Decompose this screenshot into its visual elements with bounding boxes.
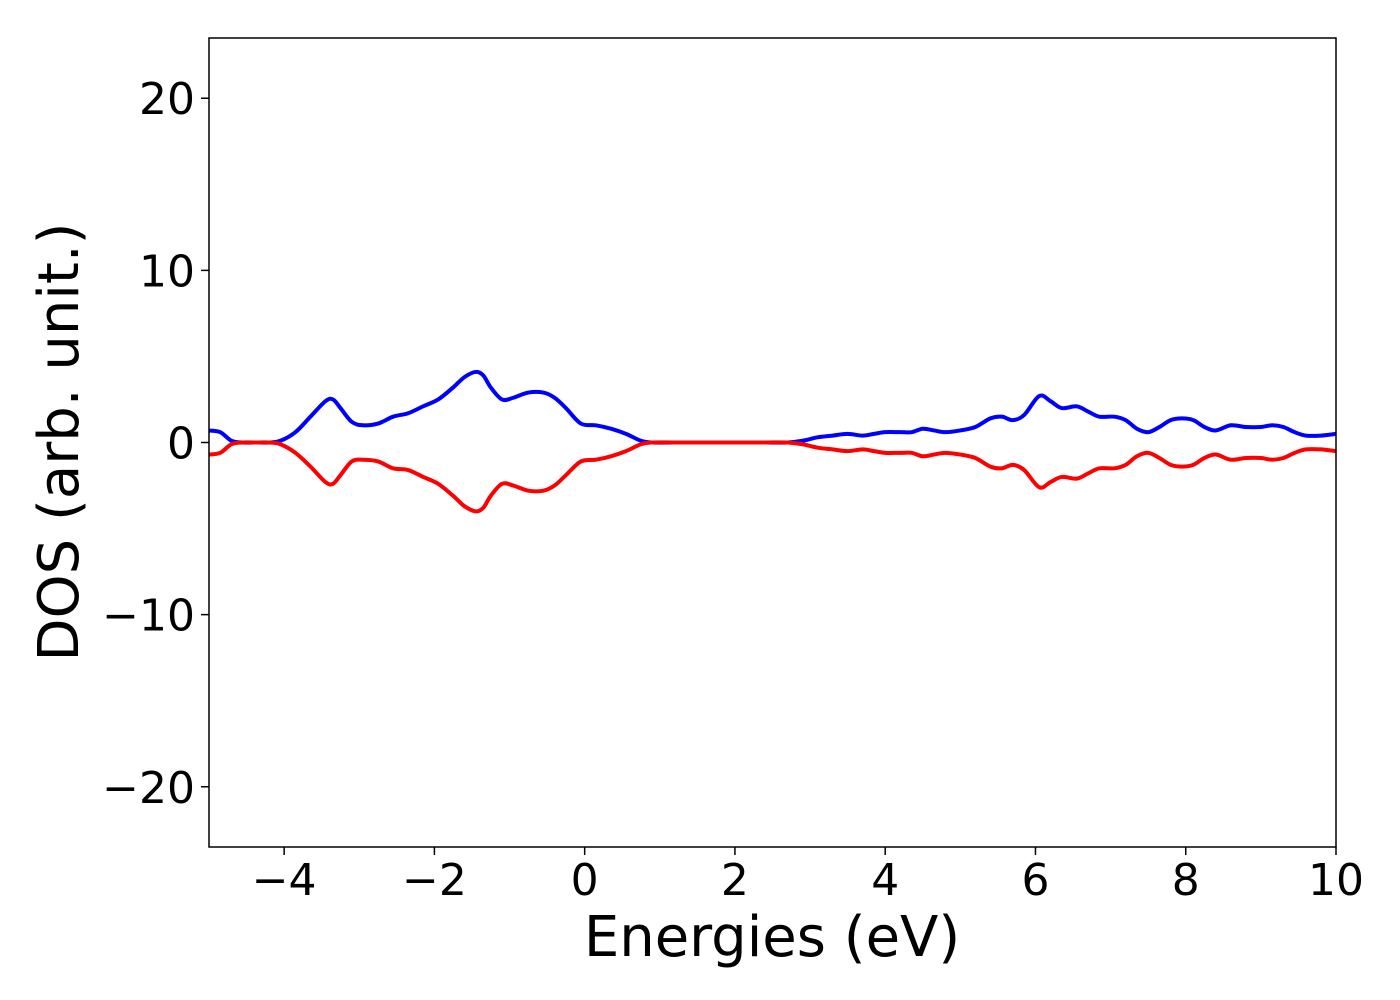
y-tick-label: 20 bbox=[139, 74, 195, 125]
x-tick-label: 8 bbox=[1172, 855, 1200, 906]
x-tick-label: 10 bbox=[1308, 855, 1364, 906]
x-tick-label: 0 bbox=[571, 855, 599, 906]
y-tick-label: 10 bbox=[139, 246, 195, 297]
x-tick-label: −2 bbox=[402, 855, 467, 906]
x-axis-ticks: −4 −2 0 2 4 6 8 10 bbox=[252, 847, 1364, 906]
series-line-1 bbox=[209, 369, 1336, 445]
x-axis-title: Energies (eV) bbox=[584, 905, 960, 970]
y-axis-title: DOS (arb. unit.) bbox=[27, 222, 92, 661]
y-axis-ticks: −20 −10 0 10 20 bbox=[102, 74, 209, 814]
y-tick-label: −10 bbox=[102, 591, 195, 642]
series-layer bbox=[209, 369, 1336, 514]
x-tick-label: 6 bbox=[1021, 855, 1049, 906]
x-tick-label: 4 bbox=[871, 855, 899, 906]
series-line-2 bbox=[209, 440, 1336, 514]
x-tick-label: 2 bbox=[721, 855, 749, 906]
y-tick-label: 0 bbox=[167, 419, 195, 470]
x-tick-label: −4 bbox=[252, 855, 317, 906]
y-tick-label: −20 bbox=[102, 763, 195, 814]
